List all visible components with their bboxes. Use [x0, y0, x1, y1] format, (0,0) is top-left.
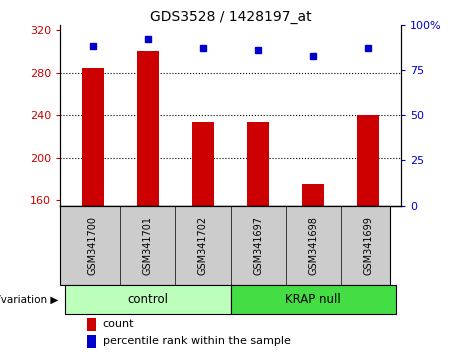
Text: KRAP null: KRAP null: [285, 293, 341, 306]
Text: GSM341700: GSM341700: [88, 216, 98, 275]
Bar: [65, 285, 230, 314]
Bar: [192, 122, 214, 206]
Bar: [357, 115, 379, 206]
Text: control: control: [127, 293, 168, 306]
Bar: [137, 51, 159, 206]
Bar: [247, 122, 269, 206]
Title: GDS3528 / 1428197_at: GDS3528 / 1428197_at: [150, 10, 311, 24]
Text: GSM341698: GSM341698: [308, 216, 318, 275]
Bar: [87, 335, 96, 348]
Text: GSM341697: GSM341697: [253, 216, 263, 275]
Bar: [87, 318, 96, 331]
Text: GSM341701: GSM341701: [143, 216, 153, 275]
Text: GSM341702: GSM341702: [198, 216, 208, 275]
Text: genotype/variation ▶: genotype/variation ▶: [0, 295, 59, 305]
Bar: [302, 184, 324, 206]
Text: percentile rank within the sample: percentile rank within the sample: [102, 336, 290, 347]
Bar: [82, 68, 104, 206]
Text: count: count: [102, 319, 134, 330]
Bar: [230, 285, 396, 314]
Text: GSM341699: GSM341699: [363, 216, 373, 275]
